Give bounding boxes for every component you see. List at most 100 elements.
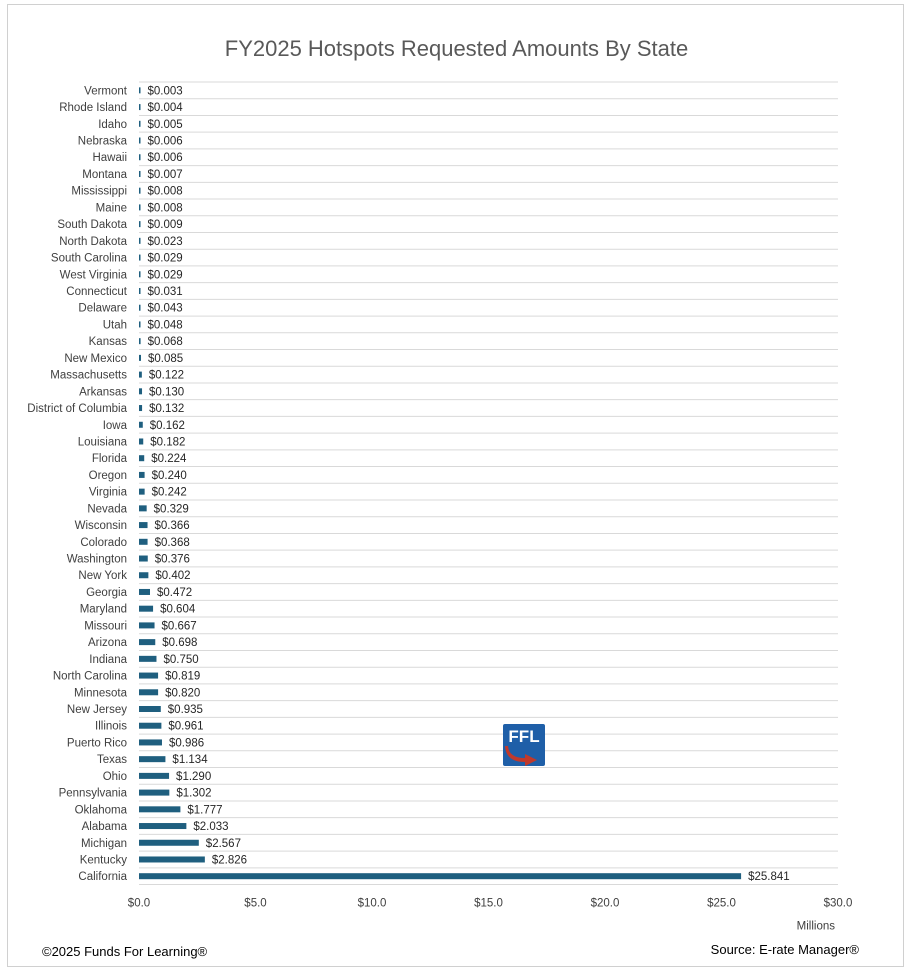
category-label: Maine <box>96 202 127 214</box>
data-label: $0.029 <box>148 269 183 281</box>
data-label: $2.567 <box>206 838 241 850</box>
category-label: Rhode Island <box>59 102 127 114</box>
bar <box>139 471 145 478</box>
data-label: $0.006 <box>148 136 183 148</box>
bar <box>139 823 187 830</box>
category-label: Wisconsin <box>75 520 127 532</box>
category-label: Connecticut <box>66 286 128 298</box>
data-label: $0.366 <box>155 520 190 532</box>
bar <box>139 622 155 629</box>
data-label: $0.043 <box>148 303 183 315</box>
category-label: Colorado <box>80 537 127 549</box>
gridlines <box>139 81 838 886</box>
ffl-logo: FFL <box>503 724 545 766</box>
category-label: Oregon <box>89 470 127 482</box>
data-label: $1.290 <box>176 771 211 783</box>
bar <box>139 555 148 562</box>
category-label: Michigan <box>81 838 127 850</box>
category-label: Hawaii <box>92 152 127 164</box>
x-unit-label: Millions <box>797 921 836 933</box>
data-label: $0.031 <box>148 286 183 298</box>
data-label: $0.068 <box>148 336 183 348</box>
bar <box>139 87 141 94</box>
bar <box>139 187 141 194</box>
category-label: Utah <box>103 319 127 331</box>
bar <box>139 304 141 311</box>
bar <box>139 789 170 796</box>
bar <box>139 722 162 729</box>
data-label: $0.008 <box>148 202 183 214</box>
bar <box>139 371 142 378</box>
bar <box>139 204 141 211</box>
category-label: Montana <box>82 169 127 181</box>
data-label: $0.224 <box>151 453 187 465</box>
bar <box>139 154 141 161</box>
source-text: Source: E-rate Manager® <box>710 942 859 957</box>
category-label: Nevada <box>87 503 127 515</box>
bar <box>139 572 149 579</box>
bar <box>139 321 141 328</box>
bar <box>139 405 143 412</box>
bar <box>139 639 156 646</box>
category-label: Iowa <box>103 420 128 432</box>
bar <box>139 839 199 846</box>
bar <box>139 254 141 261</box>
data-label: $0.986 <box>169 737 204 749</box>
data-label: $0.130 <box>149 386 184 398</box>
data-label: $1.302 <box>176 788 211 800</box>
category-label: Idaho <box>98 119 127 131</box>
data-label: $1.134 <box>172 754 208 766</box>
data-label: $25.841 <box>748 871 790 883</box>
category-label: North Dakota <box>59 236 127 248</box>
x-tick-label: $15.0 <box>474 898 503 910</box>
bar <box>139 873 742 880</box>
data-label: $0.240 <box>152 470 187 482</box>
bar <box>139 756 166 763</box>
bar <box>139 120 141 127</box>
x-tick-label: $10.0 <box>358 898 387 910</box>
data-label: $0.006 <box>148 152 183 164</box>
data-label: $0.029 <box>148 253 183 265</box>
category-label: Louisiana <box>78 436 128 448</box>
data-label: $1.777 <box>187 804 222 816</box>
category-label: Arkansas <box>79 386 127 398</box>
category-label: Missouri <box>84 620 127 632</box>
data-label: $0.604 <box>160 604 196 616</box>
bar <box>139 522 148 529</box>
bar <box>139 221 141 228</box>
category-label: Kansas <box>89 336 128 348</box>
category-label: District of Columbia <box>27 403 127 415</box>
bar <box>139 856 205 863</box>
x-tick-label: $25.0 <box>707 898 736 910</box>
bar <box>139 137 141 144</box>
category-label: Indiana <box>89 654 127 666</box>
copyright-text: ©2025 Funds For Learning® <box>42 944 208 959</box>
bar <box>139 806 181 813</box>
chart-title: FY2025 Hotspots Requested Amounts By Sta… <box>224 36 689 61</box>
category-label: Oklahoma <box>75 804 128 816</box>
category-label: New York <box>78 570 127 582</box>
bar <box>139 689 159 696</box>
x-tick-label: $5.0 <box>244 898 266 910</box>
data-label: $0.085 <box>148 353 183 365</box>
category-label: Mississippi <box>71 186 127 198</box>
bars <box>139 87 742 880</box>
bar <box>139 438 144 445</box>
data-label: $0.750 <box>163 654 198 666</box>
bar <box>139 354 141 361</box>
category-label: South Carolina <box>51 253 128 265</box>
data-label: $0.132 <box>149 403 184 415</box>
data-label: $0.935 <box>168 704 203 716</box>
data-label: $0.368 <box>155 537 190 549</box>
category-label: Washington <box>67 554 127 566</box>
category-label: Alabama <box>82 821 128 833</box>
bar <box>139 772 170 779</box>
data-label: $0.182 <box>150 436 185 448</box>
data-label: $0.004 <box>148 102 184 114</box>
bar <box>139 672 159 679</box>
data-label: $0.009 <box>148 219 183 231</box>
category-label: Illinois <box>95 721 127 733</box>
category-label: Arizona <box>88 637 128 649</box>
labels: Vermont $0.003 Rhode Island $0.004 Idaho $0.0… <box>27 85 789 883</box>
data-label: $0.376 <box>155 554 190 566</box>
